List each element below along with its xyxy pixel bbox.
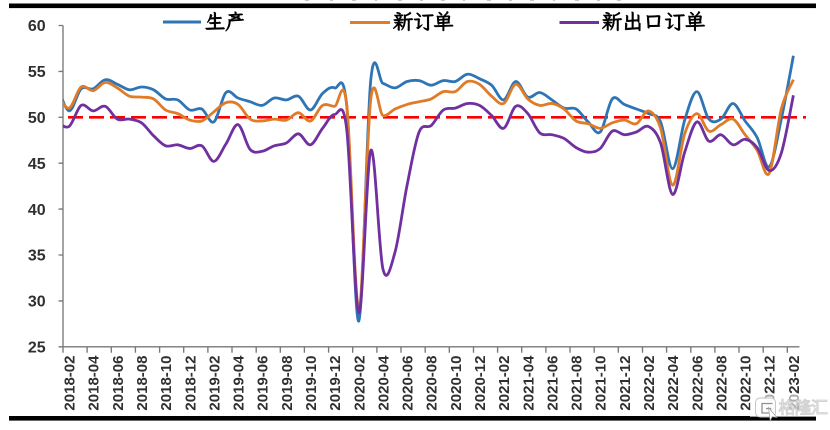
svg-text:2019-04: 2019-04 <box>231 355 248 411</box>
svg-text:2022-06: 2022-06 <box>689 356 706 411</box>
svg-text:2019-10: 2019-10 <box>303 356 320 411</box>
svg-text:30: 30 <box>28 294 46 311</box>
svg-text:2022-08: 2022-08 <box>713 356 730 411</box>
svg-text:2021-10: 2021-10 <box>593 356 610 411</box>
svg-text:60: 60 <box>28 18 46 35</box>
svg-text:2021-02: 2021-02 <box>496 356 513 411</box>
svg-text:2020-12: 2020-12 <box>472 356 489 411</box>
svg-text:55: 55 <box>28 64 46 81</box>
svg-text:35: 35 <box>28 248 46 265</box>
svg-text:2022-02: 2022-02 <box>641 356 658 411</box>
svg-text:2020-04: 2020-04 <box>375 355 392 411</box>
svg-text:2021-06: 2021-06 <box>544 356 561 411</box>
svg-text:2020-06: 2020-06 <box>400 356 417 411</box>
svg-text:2018-12: 2018-12 <box>182 356 199 411</box>
svg-text:2018-06: 2018-06 <box>110 356 127 411</box>
svg-text:2019-06: 2019-06 <box>255 356 272 411</box>
svg-text:45: 45 <box>28 156 46 173</box>
svg-text:2020-10: 2020-10 <box>448 356 465 411</box>
svg-text:2021-12: 2021-12 <box>617 356 634 411</box>
svg-text:2020-08: 2020-08 <box>424 356 441 411</box>
svg-text:2019-12: 2019-12 <box>327 356 344 411</box>
svg-text:25: 25 <box>28 340 46 357</box>
svg-text:2019-02: 2019-02 <box>206 356 223 411</box>
svg-text:2019-08: 2019-08 <box>279 356 296 411</box>
svg-text:2020-02: 2020-02 <box>351 356 368 411</box>
svg-text:40: 40 <box>28 202 46 219</box>
svg-text:2018-02: 2018-02 <box>62 356 79 411</box>
svg-text:2021-04: 2021-04 <box>520 355 537 411</box>
svg-text:2022-04: 2022-04 <box>665 355 682 411</box>
svg-text:2018-10: 2018-10 <box>158 356 175 411</box>
svg-text:2021-08: 2021-08 <box>569 356 586 411</box>
svg-text:2018-08: 2018-08 <box>134 356 151 411</box>
svg-text:2018-04: 2018-04 <box>86 355 103 411</box>
svg-text:50: 50 <box>28 110 46 127</box>
